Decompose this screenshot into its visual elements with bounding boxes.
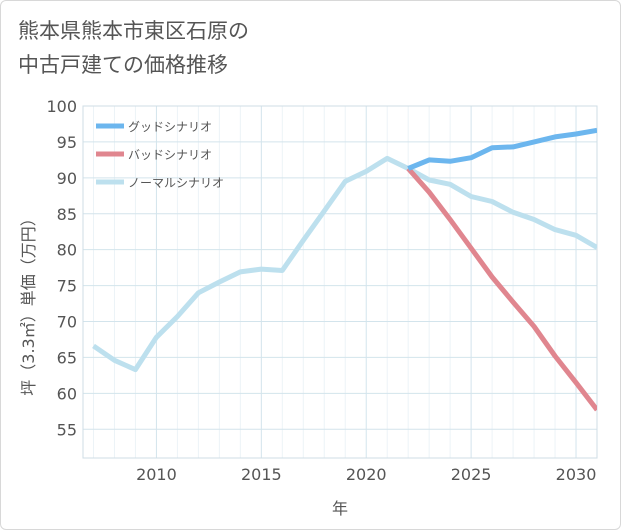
series-layer (92, 127, 597, 412)
y-tick-label: 65 (57, 348, 77, 367)
x-tick-label: 2015 (241, 465, 282, 484)
plot-area-background (83, 106, 597, 458)
legend-label: グッドシナリオ (128, 120, 212, 134)
legend-label: バッドシナリオ (128, 148, 212, 162)
series-line-1 (406, 166, 597, 412)
series-line-2 (92, 155, 597, 373)
x-axis-ticks: 2010 2015 2020 2025 2030 (136, 465, 596, 484)
y-tick-label: 75 (57, 277, 77, 296)
y-tick-label: 60 (57, 384, 77, 403)
chart-title-line-2: 中古戸建ての価格推移 (18, 53, 228, 77)
y-tick-label: 70 (57, 313, 77, 332)
x-tick-label: 2030 (556, 465, 597, 484)
grid (82, 105, 598, 459)
y-tick-label: 95 (57, 133, 77, 152)
plot-border (82, 105, 598, 459)
y-tick-label: 80 (57, 241, 77, 260)
x-tick-label: 2010 (136, 465, 177, 484)
y-tick-label: 90 (57, 169, 77, 188)
y-axis-ticks: 55 60 65 70 75 80 85 90 95 100 (46, 97, 77, 439)
y-tick-label: 85 (57, 205, 77, 224)
chart-title-line-1: 熊本県熊本市東区石原の (18, 19, 249, 43)
y-axis-label: 坪（3.3㎡）単価（万円） (19, 210, 38, 395)
y-tick-label: 100 (46, 97, 77, 116)
y-tick-label: 55 (57, 420, 77, 439)
x-tick-label: 2020 (346, 465, 387, 484)
chart-title: 熊本県熊本市東区石原の 中古戸建ての価格推移 (18, 14, 249, 82)
series-line-0 (407, 127, 597, 171)
legend-label: ノーマルシナリオ (128, 176, 224, 190)
x-axis-label: 年 (332, 499, 348, 518)
x-tick-label: 2025 (451, 465, 492, 484)
